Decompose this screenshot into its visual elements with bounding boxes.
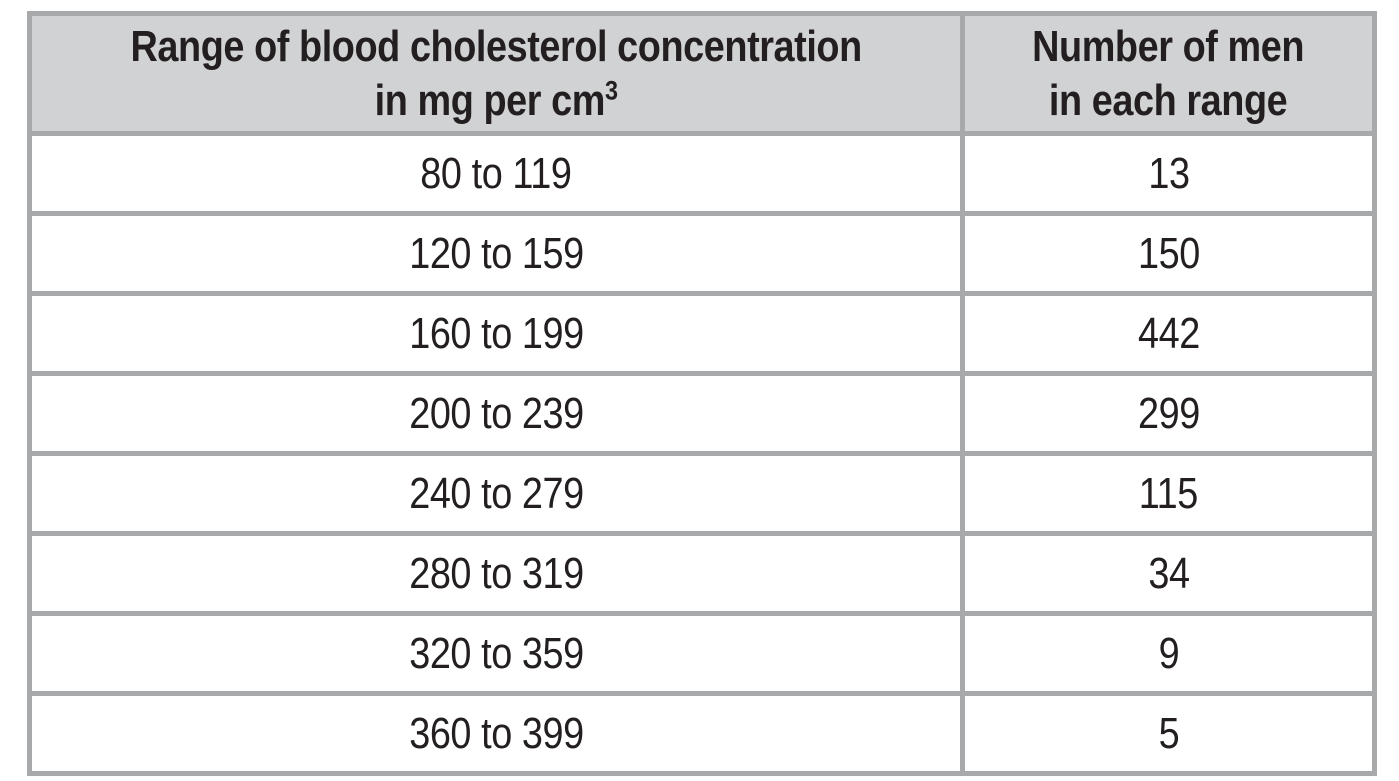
table-row: 360 to 399 5 (27, 691, 1377, 776)
table-row: 120 to 159 150 (27, 211, 1377, 296)
count-value: 115 (1138, 468, 1199, 518)
table-row: 280 to 319 34 (27, 531, 1377, 616)
table-row: 320 to 359 9 (27, 611, 1377, 696)
count-cell: 299 (960, 371, 1377, 456)
count-cell: 5 (960, 691, 1377, 776)
header-count-line2: in each range (1049, 75, 1288, 125)
header-cell-range: Range of blood cholesterol concentration… (27, 11, 965, 136)
count-value: 9 (1158, 628, 1179, 678)
count-value: 150 (1137, 228, 1200, 278)
header-row: Range of blood cholesterol concentration… (27, 11, 1377, 136)
table-row: 160 to 199 442 (27, 291, 1377, 376)
range-value: 320 to 359 (408, 628, 584, 678)
table-row: 80 to 119 13 (27, 131, 1377, 216)
range-value: 80 to 119 (420, 148, 572, 198)
count-value: 299 (1137, 388, 1200, 438)
count-cell: 150 (960, 211, 1377, 296)
header-range-unit-exponent: 3 (604, 73, 618, 105)
range-value: 200 to 239 (408, 388, 584, 438)
table-row: 240 to 279 115 (27, 451, 1377, 536)
count-cell: 442 (960, 291, 1377, 376)
header-range-line2: in mg per cm (374, 75, 606, 125)
count-cell: 115 (960, 451, 1377, 536)
range-value: 160 to 199 (408, 308, 584, 358)
table-row: 200 to 239 299 (27, 371, 1377, 456)
table-header: Range of blood cholesterol concentration… (27, 11, 1377, 136)
range-value: 120 to 159 (408, 228, 584, 278)
count-cell: 9 (960, 611, 1377, 696)
cholesterol-frequency-table: Range of blood cholesterol concentration… (27, 11, 1377, 776)
count-value: 13 (1147, 148, 1190, 198)
range-cell: 120 to 159 (27, 211, 965, 296)
header-count-line1: Number of men (1032, 21, 1305, 71)
range-cell: 240 to 279 (27, 451, 965, 536)
range-cell: 280 to 319 (27, 531, 965, 616)
count-cell: 34 (960, 531, 1377, 616)
range-value: 360 to 399 (408, 708, 584, 758)
range-cell: 200 to 239 (27, 371, 965, 456)
header-cell-count: Number of men in each range (960, 11, 1377, 136)
range-cell: 160 to 199 (27, 291, 965, 376)
range-value: 240 to 279 (408, 468, 584, 518)
table-body: 80 to 119 13 120 to 159 150 160 to 199 4… (27, 131, 1377, 776)
range-cell: 320 to 359 (27, 611, 965, 696)
count-value: 5 (1158, 708, 1179, 758)
range-cell: 360 to 399 (27, 691, 965, 776)
range-cell: 80 to 119 (27, 131, 965, 216)
range-value: 280 to 319 (408, 548, 584, 598)
count-value: 34 (1147, 548, 1190, 598)
count-cell: 13 (960, 131, 1377, 216)
header-range-line1: Range of blood cholesterol concentration (130, 21, 862, 71)
count-value: 442 (1137, 308, 1200, 358)
